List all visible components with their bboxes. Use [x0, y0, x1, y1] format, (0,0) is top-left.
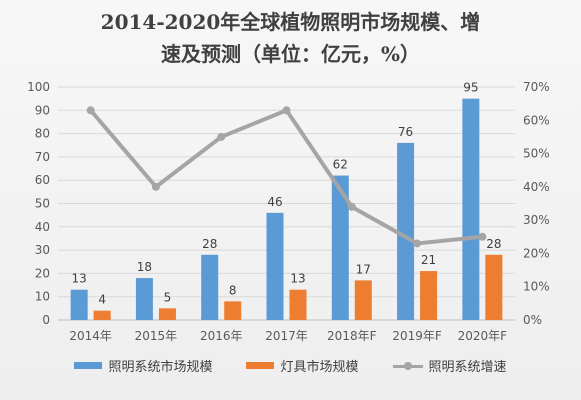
- bars: [70, 98, 503, 321]
- y-right-tick-label: 70%: [523, 80, 550, 94]
- x-tick-label: 2019年F: [392, 329, 442, 343]
- bar-data-label: 18: [137, 260, 152, 274]
- y-left-tick-label: 60: [35, 173, 50, 187]
- y-right-tick-label: 30%: [523, 213, 550, 227]
- y-left-tick-label: 0: [42, 313, 50, 327]
- bar-data-label: 13: [290, 272, 305, 286]
- x-tick-label: 2017年: [265, 329, 308, 343]
- y-right-tick-label: 20%: [523, 246, 550, 260]
- y-left-tick-label: 90: [35, 103, 50, 117]
- bar: [354, 280, 372, 320]
- growth-line: [86, 106, 487, 248]
- legend-line-marker-icon: [392, 361, 423, 371]
- y-left-tick-label: 20: [35, 266, 50, 280]
- y-right-tick-label: 10%: [523, 280, 550, 294]
- growth-point: [86, 106, 95, 115]
- bar-data-label: 17: [356, 262, 371, 276]
- growth-point: [347, 202, 356, 211]
- bar-data-label: 8: [229, 283, 237, 297]
- bar-data-label: 46: [267, 195, 282, 209]
- legend-label-lighting-system: 照明系统市场规模: [108, 360, 213, 375]
- bar: [158, 308, 176, 320]
- bar-data-label: 5: [164, 290, 172, 304]
- y-left-tick-label: 10: [35, 290, 50, 304]
- x-tick-label: 2016年: [200, 329, 243, 343]
- chart-title-line2: 速及预测（单位：亿元，%）: [160, 42, 420, 66]
- bar: [462, 98, 480, 321]
- y-left-tick-label: 50: [35, 197, 50, 211]
- axis-ticks: 0 10 20 30 40 50 60 70 80 90 100 0% 10% 20% 30% 40% 50% 6…: [27, 80, 550, 343]
- growth-point: [478, 232, 487, 241]
- legend-label-fixtures: 灯具市场规模: [280, 360, 359, 375]
- bar-data-label: 4: [98, 293, 106, 307]
- bar-data-label: 28: [486, 237, 501, 251]
- growth-line-path: [89, 108, 483, 246]
- data-labels: 13 18 28 46 62 76 95 4 5 8 13 17 21 28: [72, 81, 502, 307]
- bar-data-label: 95: [463, 81, 478, 95]
- bar-data-label: 21: [421, 253, 436, 267]
- legend-item-fixtures: 灯具市场规模: [246, 356, 359, 375]
- bar-data-label: 76: [398, 125, 413, 139]
- x-tick-label: 2015年: [135, 329, 178, 343]
- bar-data-label: 13: [72, 272, 87, 286]
- y-right-tick-label: 60%: [523, 113, 550, 127]
- growth-point: [217, 132, 226, 141]
- bar: [135, 278, 153, 320]
- legend-item-growth: 照明系统增速: [392, 356, 507, 375]
- y-left-tick-label: 40: [35, 220, 50, 234]
- legend-swatch-lighting-system: [74, 362, 103, 369]
- bar: [224, 301, 242, 320]
- gridlines: [58, 86, 515, 321]
- bar-data-label: 28: [202, 237, 217, 251]
- legend-label-growth: 照明系统增速: [428, 360, 507, 375]
- growth-point: [282, 106, 291, 115]
- x-tick-label: 2018年F: [327, 329, 377, 343]
- chart-title: 2014-2020年全球植物照明市场规模、增 速及预测（单位：亿元，%）: [0, 6, 581, 70]
- chart-title-line1: 2014-2020年全球植物照明市场规模、增: [100, 10, 481, 34]
- bar: [70, 289, 88, 320]
- growth-point: [151, 182, 160, 191]
- y-left-tick-label: 80: [35, 127, 50, 141]
- bar: [201, 254, 219, 320]
- bar: [420, 271, 438, 320]
- y-left-tick-label: 100: [27, 80, 50, 94]
- bar: [266, 212, 284, 320]
- growth-point: [413, 239, 422, 248]
- x-tick-label: 2020年F: [458, 329, 508, 343]
- x-tick-label: 2014年: [69, 329, 112, 343]
- bar: [289, 289, 307, 320]
- y-right-tick-label: 40%: [523, 180, 550, 194]
- bar: [93, 310, 111, 320]
- legend-item-lighting-system: 照明系统市场规模: [74, 356, 212, 375]
- bar: [485, 254, 503, 320]
- y-right-tick-label: 50%: [523, 147, 550, 161]
- bar: [397, 142, 415, 320]
- y-right-tick-label: 0%: [523, 313, 542, 327]
- y-left-tick-label: 30: [35, 243, 50, 257]
- bar-data-label: 62: [333, 158, 348, 172]
- legend-swatch-fixtures: [246, 362, 275, 369]
- bar: [331, 175, 349, 320]
- legend: 照明系统市场规模 灯具市场规模 照明系统增速: [0, 356, 581, 375]
- y-left-tick-label: 70: [35, 150, 50, 164]
